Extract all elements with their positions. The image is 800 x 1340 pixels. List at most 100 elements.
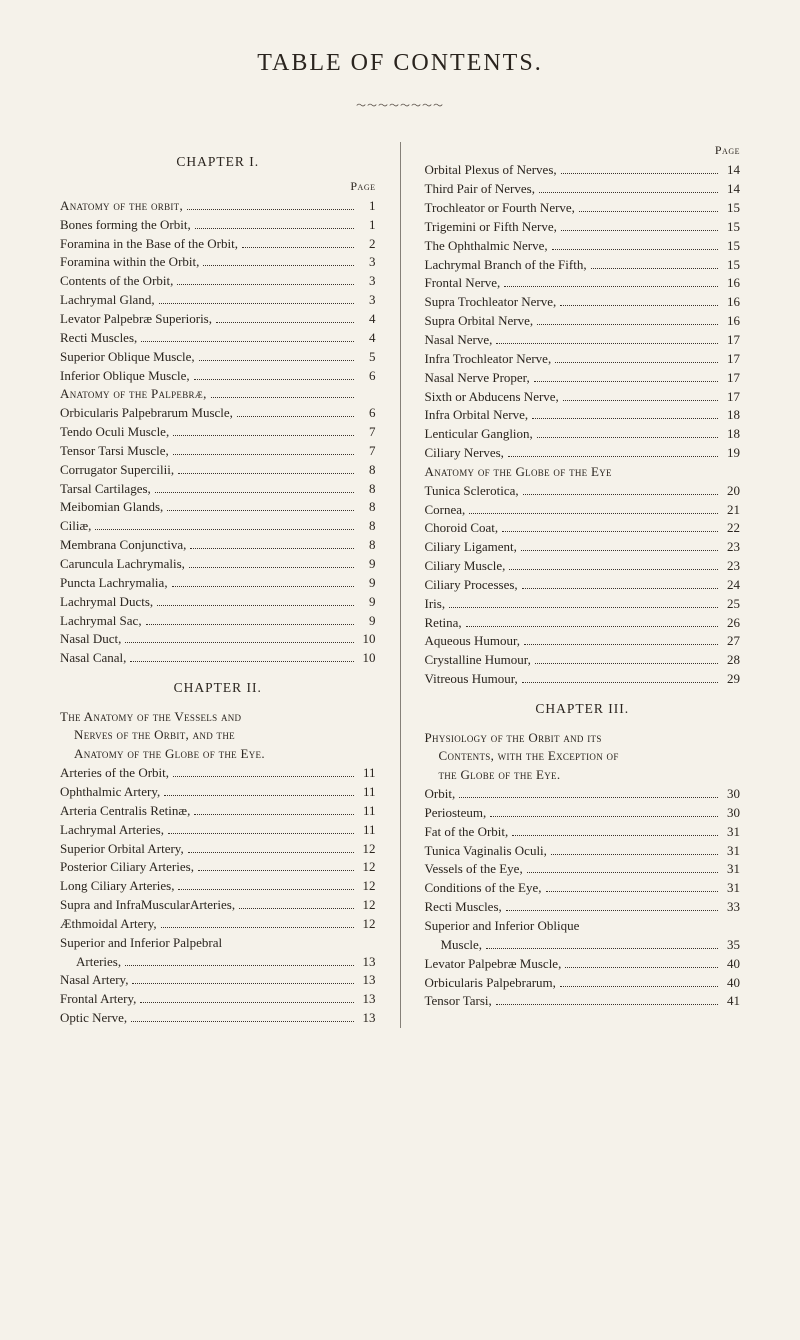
- toc-entry-dots: [173, 435, 353, 436]
- toc-entry-dots: [188, 852, 354, 853]
- toc-entry-label: Tunica Vaginalis Oculi,: [425, 842, 547, 861]
- toc-entry-label: Nasal Canal,: [60, 649, 126, 668]
- toc-entry-dots: [125, 965, 353, 966]
- toc-entry: Recti Muscles,33: [425, 898, 741, 917]
- toc-entry-dots: [125, 642, 353, 643]
- toc-entry-dots: [490, 816, 718, 817]
- toc-entry: Superior and Inferior Palpebral: [60, 934, 376, 953]
- chapter-run-in: Anatomy of the Globe of the Eye.: [60, 745, 376, 764]
- toc-entry-label: Meibomian Glands,: [60, 498, 163, 517]
- toc-entry-label: Trigemini or Fifth Nerve,: [425, 218, 557, 237]
- toc-entry-page: 1: [358, 197, 376, 216]
- toc-entry-label: Arteria Centralis Retinæ,: [60, 802, 190, 821]
- toc-entry-dots: [486, 948, 718, 949]
- toc-entry-page: 7: [358, 423, 376, 442]
- toc-entry-dots: [561, 230, 718, 231]
- toc-entry-page: 16: [722, 293, 740, 312]
- toc-entry: Levator Palpebræ Muscle,40: [425, 955, 741, 974]
- toc-entry-page: 16: [722, 274, 740, 293]
- chapter-run-in: the Globe of the Eye.: [425, 766, 741, 785]
- toc-entry-page: 12: [358, 877, 376, 896]
- toc-entry-dots: [522, 588, 718, 589]
- toc-entry-label: Caruncula Lachrymalis,: [60, 555, 185, 574]
- toc-entry-page: 33: [722, 898, 740, 917]
- toc-entry-dots: [496, 1004, 718, 1005]
- column-divider: [400, 142, 401, 1028]
- toc-entry-page: 13: [358, 990, 376, 1009]
- toc-entry-dots: [177, 284, 353, 285]
- toc-entry-page: 9: [358, 574, 376, 593]
- toc-entry-page: 3: [358, 272, 376, 291]
- toc-entry-dots: [164, 795, 353, 796]
- chapter-heading: CHAPTER I.: [60, 152, 376, 172]
- toc-entry: Lachrymal Sac,9: [60, 612, 376, 631]
- toc-entry: Aqueous Humour,27: [425, 632, 741, 651]
- toc-entry-dots: [211, 397, 354, 398]
- toc-entry: Choroid Coat,22: [425, 519, 741, 538]
- toc-entry-label: Long Ciliary Arteries,: [60, 877, 174, 896]
- toc-entry-dots: [449, 607, 718, 608]
- toc-entry-page: 13: [358, 1009, 376, 1028]
- toc-entry-label: Nasal Nerve Proper,: [425, 369, 530, 388]
- toc-entry: Supra Orbital Nerve,16: [425, 312, 741, 331]
- toc-entry-label: Ciliary Processes,: [425, 576, 518, 595]
- toc-entry-dots: [469, 513, 718, 514]
- toc-entry-dots: [563, 400, 718, 401]
- toc-entry: Meibomian Glands,8: [60, 498, 376, 517]
- toc-entry: Ciliary Muscle,23: [425, 557, 741, 576]
- toc-entry-page: 6: [358, 404, 376, 423]
- toc-entry-label: Ciliary Nerves,: [425, 444, 504, 463]
- toc-entry-dots: [132, 983, 353, 984]
- toc-entry-page: 31: [722, 823, 740, 842]
- toc-entry-label: Lachrymal Sac,: [60, 612, 142, 631]
- toc-entry: Third Pair of Nerves,14: [425, 180, 741, 199]
- toc-entry: Lachrymal Branch of the Fifth,15: [425, 256, 741, 275]
- toc-entry-label: Infra Orbital Nerve,: [425, 406, 529, 425]
- toc-entry-page: 10: [358, 630, 376, 649]
- toc-entry-page: 14: [722, 161, 740, 180]
- toc-entry-label: Arteries of the Orbit,: [60, 764, 169, 783]
- toc-entry: Membrana Conjunctiva,8: [60, 536, 376, 555]
- toc-entry: Arteries of the Orbit,11: [60, 764, 376, 783]
- toc-entry-label: Conditions of the Eye,: [425, 879, 542, 898]
- toc-entry-label: Bones forming the Orbit,: [60, 216, 191, 235]
- toc-entry-label: Frontal Artery,: [60, 990, 136, 1009]
- toc-entry: Ciliæ,8: [60, 517, 376, 536]
- toc-entry-page: 15: [722, 237, 740, 256]
- toc-entry: Arteria Centralis Retinæ, 11: [60, 802, 376, 821]
- toc-entry: Conditions of the Eye,31: [425, 879, 741, 898]
- toc-entry-label: Lachrymal Arteries,: [60, 821, 164, 840]
- toc-entry-dots: [189, 567, 354, 568]
- toc-entry-label: Superior Oblique Muscle,: [60, 348, 195, 367]
- toc-entry-label: Tendo Oculi Muscle,: [60, 423, 169, 442]
- toc-entry-page: 25: [722, 595, 740, 614]
- page-head: Page: [60, 178, 376, 195]
- toc-entry: Tunica Vaginalis Oculi,31: [425, 842, 741, 861]
- toc-entry-label: Fat of the Orbit,: [425, 823, 509, 842]
- toc-entry-page: 17: [722, 350, 740, 369]
- toc-entry-dots: [239, 908, 353, 909]
- toc-entry: Muscle,35: [425, 936, 741, 955]
- toc-entry-page: 22: [722, 519, 740, 538]
- toc-entry-label: Lachrymal Branch of the Fifth,: [425, 256, 587, 275]
- toc-entry-dots: [565, 967, 718, 968]
- toc-entry-dots: [198, 870, 354, 871]
- toc-entry: Lachrymal Ducts,9: [60, 593, 376, 612]
- toc-entry-label: Iris,: [425, 595, 446, 614]
- toc-entry-page: 9: [358, 555, 376, 574]
- toc-entry-page: 11: [358, 802, 376, 821]
- toc-entry-dots: [141, 341, 353, 342]
- toc-entry-dots: [155, 492, 354, 493]
- toc-entry-label: Anatomy of the orbit,: [60, 197, 183, 216]
- toc-entry-label: Membrana Conjunctiva,: [60, 536, 186, 555]
- toc-entry: Tendo Oculi Muscle, 7: [60, 423, 376, 442]
- toc-entry-label: Contents of the Orbit,: [60, 272, 173, 291]
- toc-entry: Fat of the Orbit, 31: [425, 823, 741, 842]
- toc-entry-page: 31: [722, 860, 740, 879]
- toc-entry: Tensor Tarsi Muscle,7: [60, 442, 376, 461]
- toc-entry: Vitreous Humour,29: [425, 670, 741, 689]
- toc-entry-page: 18: [722, 406, 740, 425]
- toc-entry-page: 40: [722, 955, 740, 974]
- toc-entry: Superior Orbital Artery,12: [60, 840, 376, 859]
- toc-entry-page: 3: [358, 253, 376, 272]
